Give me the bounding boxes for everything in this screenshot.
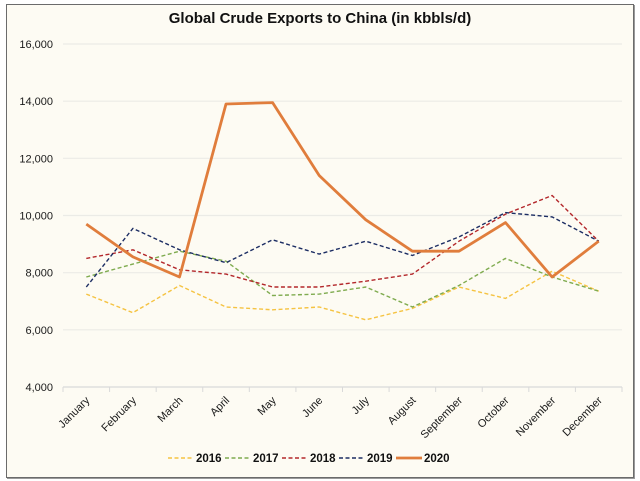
x-tick-label: March [155,395,185,425]
legend-label: 2020 [424,453,450,465]
y-tick-label: 4,000 [25,382,53,394]
x-tick-label: May [256,394,280,418]
y-tick-label: 14,000 [19,96,53,108]
x-tick-label: June [300,395,325,420]
legend-label: 2019 [367,453,393,465]
y-tick-label: 8,000 [25,268,53,280]
x-tick-label: December [560,394,605,439]
y-tick-label: 12,000 [19,153,53,165]
series-line-2017 [86,250,599,308]
series-line-2016 [86,270,599,321]
legend-item-2016: 2016 [168,453,222,465]
y-tick-label: 10,000 [19,211,53,223]
chart-title: Global Crude Exports to China (in kbbls/… [168,10,472,27]
legend: 2016 2017 2018 2019 2020 [168,453,450,465]
y-axis: 4,000 6,000 8,000 10,000 12,000 14,000 16,000 [19,39,53,394]
x-tick-label: August [386,395,419,428]
x-tick-label: January [56,394,93,431]
y-tick-label: 6,000 [25,325,53,337]
legend-label: 2016 [196,453,222,465]
x-axis: January February March April May June July Augu… [56,387,623,441]
x-tick-label: November [514,394,559,439]
series-line-2019 [85,211,600,288]
x-tick-label: October [476,394,512,430]
legend-label: 2017 [253,453,279,465]
x-tick-label: July [350,394,373,417]
legend-label: 2018 [310,453,336,465]
legend-item-2019: 2019 [339,453,393,465]
series-line-2020 [85,101,600,279]
legend-item-2018: 2018 [282,453,336,465]
series-lines [85,101,600,321]
legend-item-2020: 2020 [396,453,450,465]
x-tick-label: February [99,394,139,434]
y-tick-label: 16,000 [19,39,53,51]
legend-item-2017: 2017 [225,453,279,465]
series-line-2018 [86,194,600,288]
x-tick-label: September [419,394,466,441]
x-tick-label: April [208,395,232,419]
